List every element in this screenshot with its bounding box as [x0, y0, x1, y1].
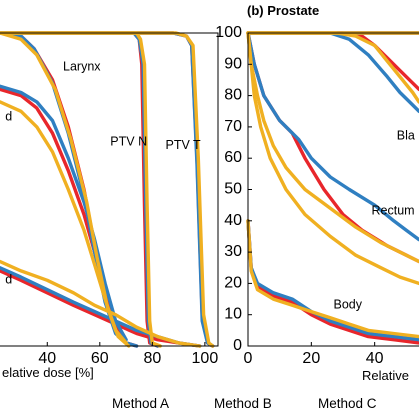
right-body-method-c-line — [246, 219, 419, 339]
left-d-upper-method-b-line — [0, 84, 128, 342]
right-annotation-body: Body — [334, 297, 363, 311]
left-ptv-t-method-c-line — [0, 31, 215, 348]
right-x-axis-label: Relative — [362, 368, 409, 383]
right-bladder-method-b-line — [246, 31, 419, 113]
right-y-tick-label: 60 — [224, 149, 242, 166]
left-ptv-n-method-c-line — [0, 31, 162, 348]
right-x-tick-label: 40 — [366, 350, 384, 367]
left-x-tick-label: 40 — [38, 350, 56, 367]
right-x-tick-label: 20 — [302, 350, 320, 367]
right-y-tick-label: 90 — [224, 55, 242, 72]
right-y-tick-label: 50 — [224, 181, 242, 198]
left-annotation-ptv-n: PTV N — [110, 135, 147, 149]
legend-label-method-b: Method B — [214, 396, 272, 411]
right-annotation-rectum: Rectum — [372, 204, 415, 218]
left-x-axis-label: elative dose [%] — [2, 365, 94, 380]
left-annotation-d: d — [5, 110, 12, 124]
right-x-ticks: 0 20 40 — [244, 342, 384, 367]
left-panel: 40 60 80 100 Larynx PTV N PTV T d d elative dos… — [0, 31, 219, 380]
left-d-lower-method-c-line — [0, 259, 202, 348]
right-bladder-method-c-line — [246, 31, 419, 104]
right-rectum-method-b-line — [246, 31, 419, 242]
right-y-tick-label: 80 — [224, 87, 242, 104]
right-bladder-method-a-line — [246, 31, 419, 91]
left-annotation-d: d — [5, 272, 12, 286]
right-annotation-bla: Bla — [397, 128, 415, 142]
right-rectum-method-c-line — [246, 31, 419, 264]
right-y-tick-label: 30 — [224, 243, 242, 260]
left-x-tick-label: 60 — [91, 350, 109, 367]
right-y-tick-label: 0 — [233, 337, 242, 354]
right-x-tick-label: 0 — [244, 350, 253, 367]
right-panel-title: (b) Prostate — [247, 3, 319, 18]
legend-label-method-a: Method A — [112, 396, 169, 411]
left-axes-frame — [0, 32, 219, 347]
left-annotation-ptv-t: PTV T — [166, 138, 202, 152]
legend: Method A Method B Method C — [112, 396, 377, 411]
right-y-tick-label: 40 — [224, 212, 242, 229]
right-annotations: Bla Rectum Body — [334, 128, 415, 311]
right-panel: (b) Prostate 0 10 20 30 40 50 60 70 80 90 100 0 20 4… — [215, 3, 419, 383]
right-outer-method-c-line — [246, 31, 419, 286]
right-y-tick-label: 10 — [224, 306, 242, 323]
right-y-tick-label: 100 — [215, 24, 242, 41]
right-y-ticks: 0 10 20 30 40 50 60 70 80 90 100 — [215, 24, 252, 354]
left-x-tick-label: 100 — [192, 350, 219, 367]
right-y-tick-label: 20 — [224, 274, 242, 291]
left-d-upper-method-c-line — [0, 100, 128, 345]
left-annotations: Larynx PTV N PTV T d d — [5, 60, 201, 287]
legend-label-method-c: Method C — [318, 396, 377, 411]
left-x-tick-label: 80 — [143, 350, 161, 367]
right-y-tick-label: 70 — [224, 118, 242, 135]
left-x-ticks: 40 60 80 100 — [38, 342, 218, 367]
left-annotation-larynx: Larynx — [63, 60, 101, 74]
left-series-group — [0, 31, 215, 348]
